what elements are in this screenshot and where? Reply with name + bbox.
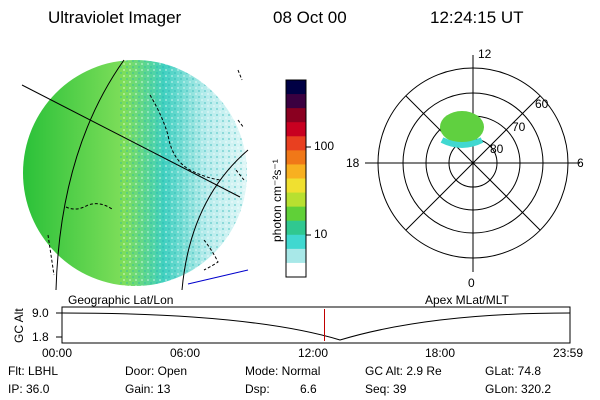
dsp-label: Dsp:	[245, 382, 270, 396]
timeline-xtick: 12:00	[298, 346, 329, 360]
timeline-ytick-9: 9.0	[32, 306, 49, 320]
lat-label-80: 80	[490, 142, 504, 156]
colorbar-segment	[286, 94, 306, 109]
polar-plot-label: Apex MLat/MLT	[425, 293, 509, 307]
mode-status: Mode: Normal	[245, 364, 321, 378]
timeline-xtick: 06:00	[170, 346, 201, 360]
gc-alt-status: GC Alt: 2.9 Re	[365, 364, 442, 378]
graticule-line	[181, 149, 249, 291]
colorbar-segment	[286, 136, 306, 151]
glon-status: GLon: 320.2	[485, 382, 552, 396]
glat-status: GLat: 74.8	[485, 364, 542, 378]
mlt-label-0: 0	[468, 276, 475, 290]
date-label: 08 Oct 00	[273, 8, 347, 27]
coastline	[65, 203, 113, 210]
dsp-value: 6.6	[300, 382, 317, 396]
timeline-xtick: 18:00	[425, 346, 456, 360]
auroral-image	[440, 111, 484, 143]
colorbar-segment	[286, 248, 306, 264]
colorbar-segment	[286, 108, 306, 123]
colorbar-segment	[286, 206, 306, 222]
colorbar-segment	[286, 122, 306, 137]
seq-status: Seq: 39	[365, 382, 407, 396]
coastline	[149, 94, 221, 181]
colorbar-segment	[286, 192, 306, 208]
filter-status: Flt: LBHL	[8, 364, 59, 378]
colorbar-segment	[286, 80, 306, 95]
graticule-line	[21, 84, 241, 198]
mlt-label-12: 12	[478, 47, 492, 61]
mlt-label-18: 18	[346, 156, 360, 170]
timeline-ytick-1.8: 1.8	[32, 330, 49, 344]
gain-status: Gain: 13	[125, 382, 171, 396]
colorbar-segment	[286, 262, 306, 278]
terminator-line	[187, 269, 249, 285]
timeline-xtick: 00:00	[42, 346, 73, 360]
lat-label-60: 60	[535, 97, 549, 111]
mlt-label-6: 6	[577, 156, 584, 170]
time-label: 12:24:15 UT	[430, 8, 524, 27]
colorbar-segment	[286, 220, 306, 236]
instrument-title: Ultraviolet Imager	[48, 8, 182, 27]
timeline-ylabel: GC Alt	[12, 308, 26, 343]
colorbar-tick-10: 10	[314, 227, 328, 241]
door-status: Door: Open	[125, 364, 188, 378]
lat-label-70: 70	[512, 120, 526, 134]
colorbar-segment	[286, 164, 306, 179]
colorbar-tick-100: 100	[314, 139, 335, 153]
altitude-curve	[61, 312, 571, 341]
colorbar-segment	[286, 150, 306, 165]
graticule-line	[55, 59, 125, 291]
ip-status: IP: 36.0	[8, 382, 50, 396]
colorbar-segment	[286, 234, 306, 250]
colorbar-segment	[286, 178, 306, 194]
geo-map-label: Geographic Lat/Lon	[68, 293, 174, 307]
timeline-xtick: 23:59	[553, 346, 584, 360]
